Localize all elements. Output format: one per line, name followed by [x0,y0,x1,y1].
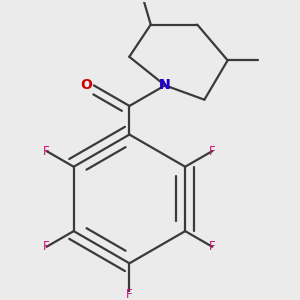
Text: N: N [159,78,171,92]
Text: N: N [159,78,171,92]
Text: F: F [209,240,216,253]
Text: F: F [126,288,133,300]
Text: O: O [81,78,93,92]
Text: F: F [43,240,50,253]
Text: F: F [43,145,50,158]
Text: F: F [209,145,216,158]
